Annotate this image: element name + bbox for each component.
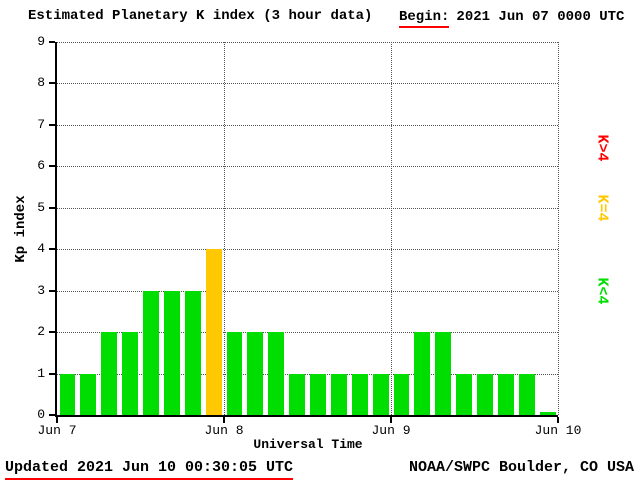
kp-bar: [80, 373, 97, 415]
kp-bar: [456, 373, 472, 415]
gridline-horizontal: [57, 290, 558, 292]
y-tick-label: 3: [37, 282, 45, 298]
legend-item: K>4: [593, 134, 611, 162]
y-axis-tick: [49, 41, 55, 43]
y-tick-label: 4: [37, 241, 45, 257]
kp-bar: [59, 373, 76, 415]
kp-bar: [143, 290, 159, 415]
y-axis-label: Kp index: [13, 195, 29, 263]
begin-value: 2021 Jun 07 0000 UTC: [456, 9, 625, 25]
gridline-vertical: [391, 42, 392, 415]
x-axis-tick: [56, 417, 58, 423]
x-tick-label: Jun 10: [534, 423, 582, 438]
begin-timestamp: Begin: 2021 Jun 07 0000 UTC: [399, 9, 624, 28]
kp-bar: [393, 373, 410, 415]
kp-bar: [205, 249, 222, 415]
gridline-horizontal: [57, 166, 558, 168]
kp-bar: [226, 332, 243, 415]
kp-bar: [101, 332, 118, 415]
y-axis-tick: [49, 248, 55, 251]
y-tick-label: 2: [37, 324, 45, 340]
kp-bar: [122, 332, 138, 415]
kp-bar: [247, 332, 264, 415]
y-tick-label: 7: [37, 116, 45, 132]
kp-bar: [497, 373, 514, 415]
kp-bar: [372, 373, 389, 415]
kp-bar: [414, 332, 431, 415]
kp-bar: [268, 332, 285, 415]
y-tick-label: 6: [37, 158, 45, 174]
source-attribution: NOAA/SWPC Boulder, CO USA: [408, 459, 634, 476]
gridline-horizontal: [57, 42, 558, 43]
y-tick-label: 8: [37, 75, 45, 91]
y-axis-tick: [49, 289, 55, 292]
kp-bar: [184, 290, 201, 415]
y-axis-tick: [49, 206, 55, 209]
y-axis-tick: [49, 165, 55, 168]
kp-bar: [163, 290, 180, 415]
y-tick-label: 9: [37, 34, 45, 49]
kp-bar: [435, 332, 452, 415]
gridline-horizontal: [57, 124, 558, 126]
kp-bar: [477, 373, 493, 415]
begin-label: Begin:: [399, 9, 450, 28]
x-tick-label: Jun 7: [37, 423, 77, 438]
gridline-horizontal: [57, 373, 558, 375]
x-axis-line: [55, 415, 558, 417]
y-tick-label: 1: [37, 365, 45, 381]
y-axis-tick: [49, 372, 55, 375]
y-tick-label: 5: [37, 199, 45, 215]
x-axis-tick: [223, 417, 225, 423]
gridline-vertical: [224, 42, 225, 415]
x-axis-tick: [390, 417, 392, 423]
legend-item: K<4: [593, 277, 611, 305]
kp-bar: [518, 373, 535, 415]
kp-bar: [289, 373, 305, 415]
x-tick-label: Jun 9: [371, 423, 411, 438]
y-axis-tick: [49, 331, 55, 334]
x-axis-tick: [557, 417, 559, 423]
y-axis-tick: [49, 123, 55, 126]
gridline-horizontal: [57, 332, 558, 334]
y-tick-label: 0: [37, 407, 45, 422]
kp-bar: [539, 412, 556, 415]
kp-bar: [351, 373, 368, 415]
gridline-horizontal: [57, 249, 558, 251]
y-axis-line: [55, 42, 57, 417]
chart-title: Estimated Planetary K index (3 hour data…: [28, 8, 373, 24]
x-tick-label: Jun 8: [204, 423, 244, 438]
gridline-vertical: [558, 42, 559, 415]
kp-bar: [330, 373, 347, 415]
gridline-horizontal: [57, 207, 558, 209]
kp-bar: [310, 373, 326, 415]
x-axis-label: Universal Time: [253, 437, 363, 452]
updated-timestamp: Updated 2021 Jun 10 00:30:05 UTC: [5, 459, 294, 480]
y-axis-tick: [49, 414, 55, 416]
gridline-horizontal: [57, 83, 558, 85]
y-axis-tick: [49, 82, 55, 85]
legend-item: K=4: [593, 194, 611, 222]
